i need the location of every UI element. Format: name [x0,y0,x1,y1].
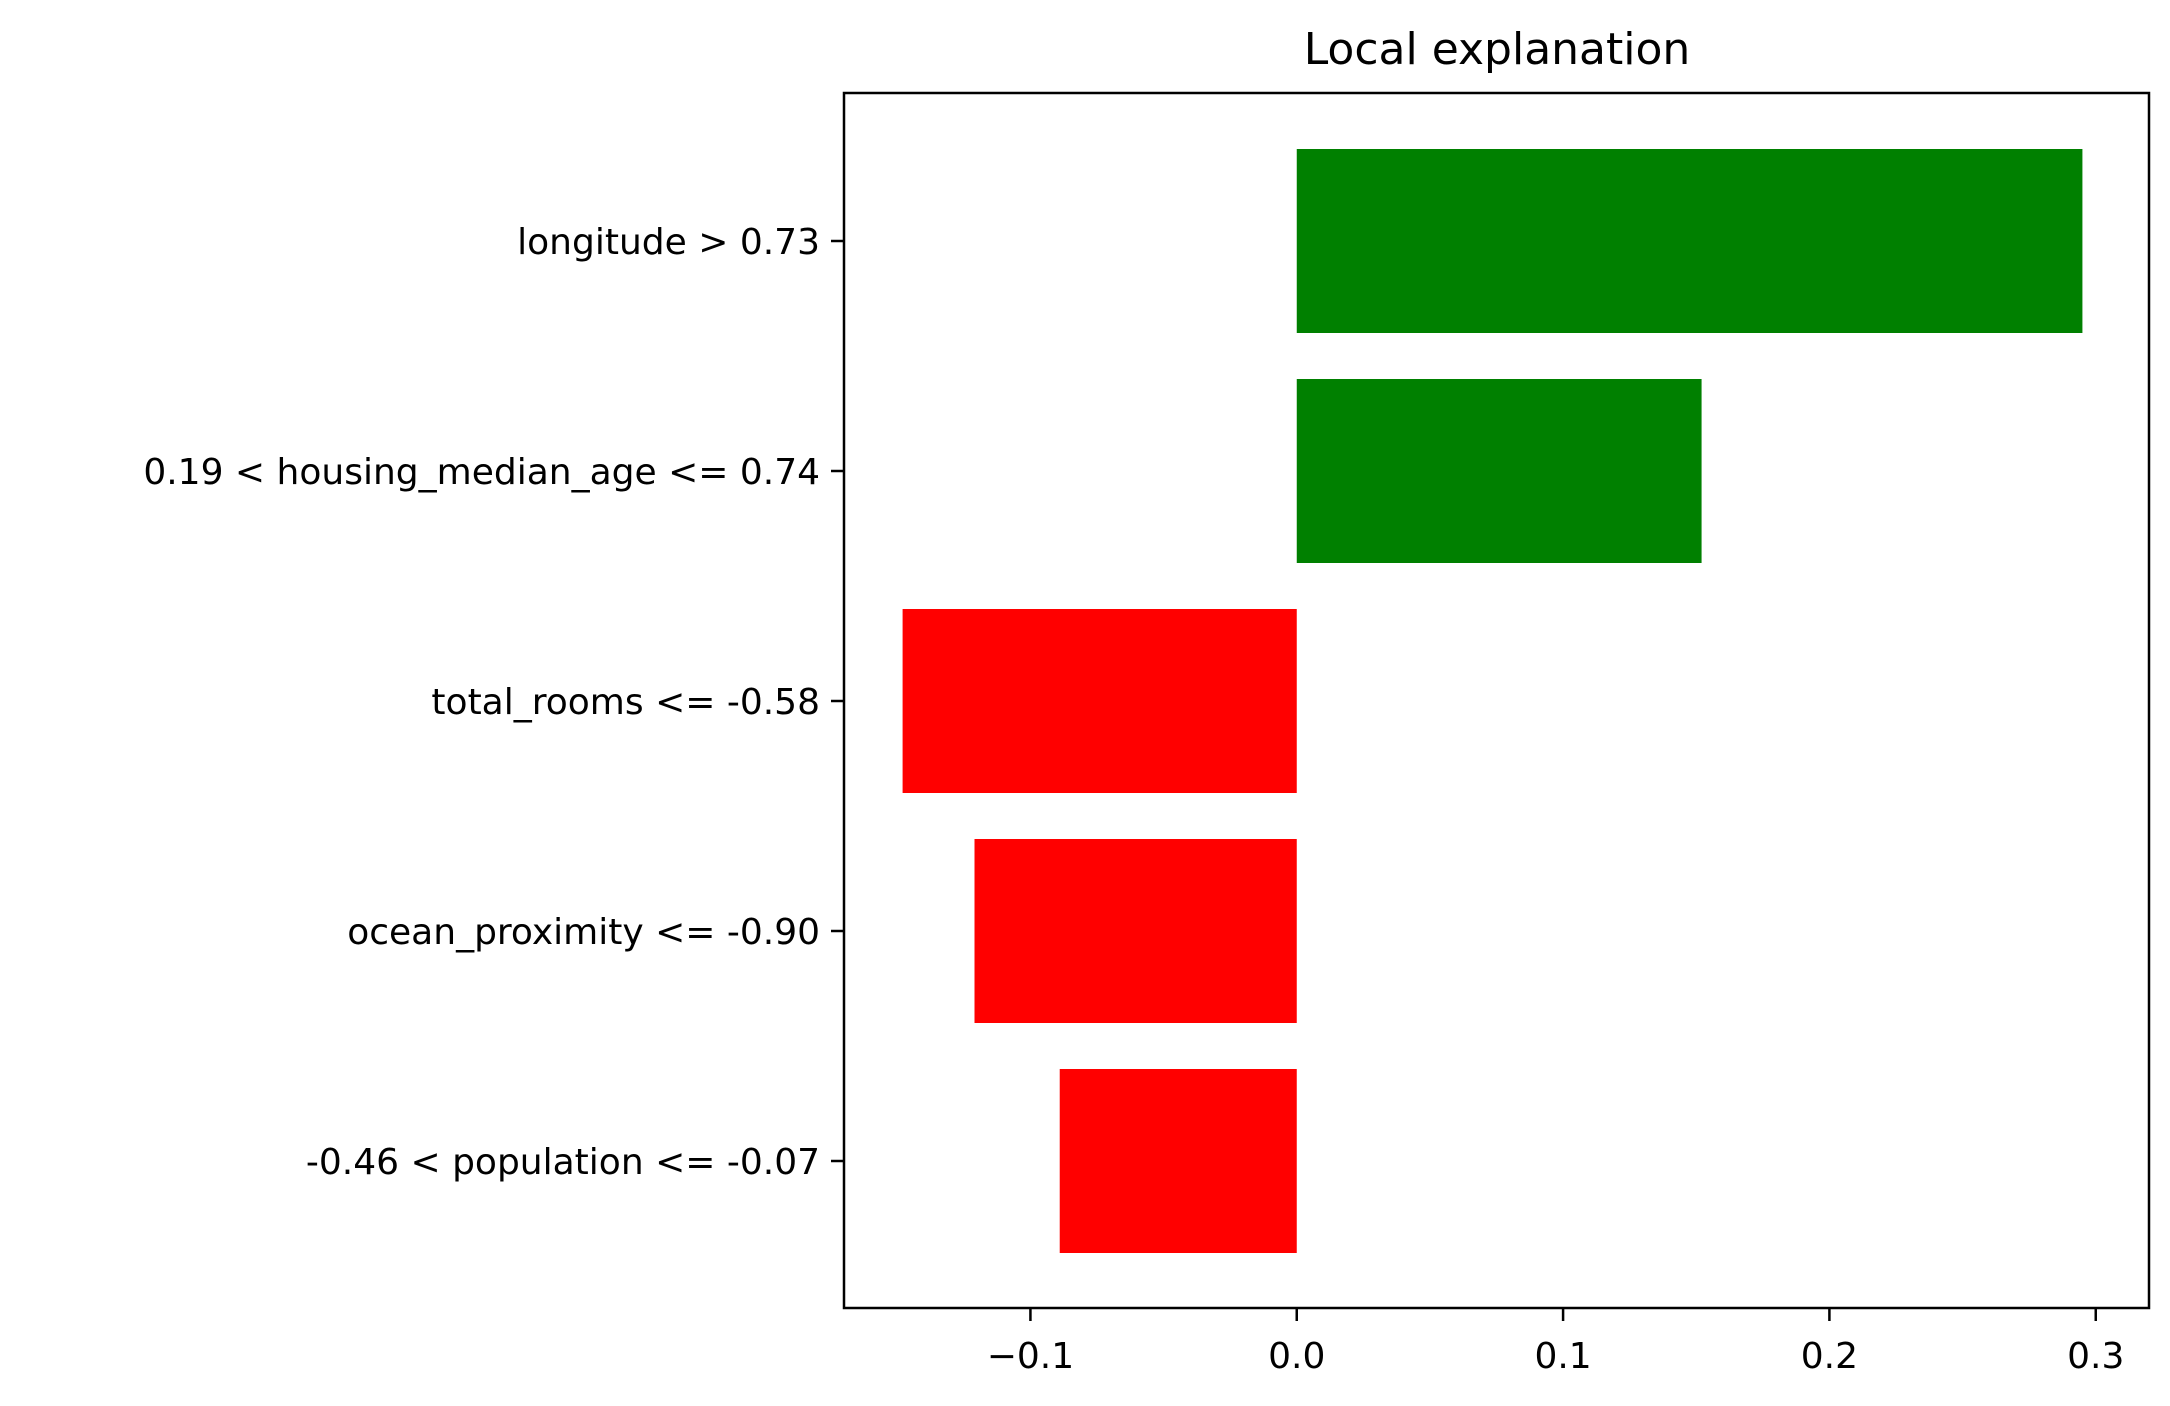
bar-longitude-0-73 [1296,149,2083,333]
x-axis: −0.1 0.0 0.1 0.2 0.3 [987,1308,2124,1377]
x-tick-label: 0.3 [2067,1336,2124,1377]
y-axis: longitude > 0.73 0.19 < housing_median_ag… [143,222,844,1183]
x-tick-label: 0.1 [1534,1336,1591,1377]
y-tick-label: total_rooms <= -0.58 [431,682,820,723]
x-tick-label: 0.0 [1268,1336,1325,1377]
chart-title: Local explanation [1304,24,1691,75]
x-tick-label: −0.1 [987,1336,1074,1377]
bar-total-rooms-0-58 [902,609,1297,793]
y-tick-label: ocean_proximity <= -0.90 [347,912,820,953]
y-tick-label: -0.46 < population <= -0.07 [306,1142,820,1183]
x-tick-label: 0.2 [1801,1336,1858,1377]
y-tick-label: 0.19 < housing_median_age <= 0.74 [143,452,820,493]
y-tick-label: longitude > 0.73 [517,222,820,263]
bar-ocean-proximity-0-90 [974,839,1297,1023]
bar-0-19-housing-median-age-0-74 [1296,379,1702,563]
bar-0-46-population-0-07 [1059,1069,1297,1253]
bars-group [902,149,2083,1253]
